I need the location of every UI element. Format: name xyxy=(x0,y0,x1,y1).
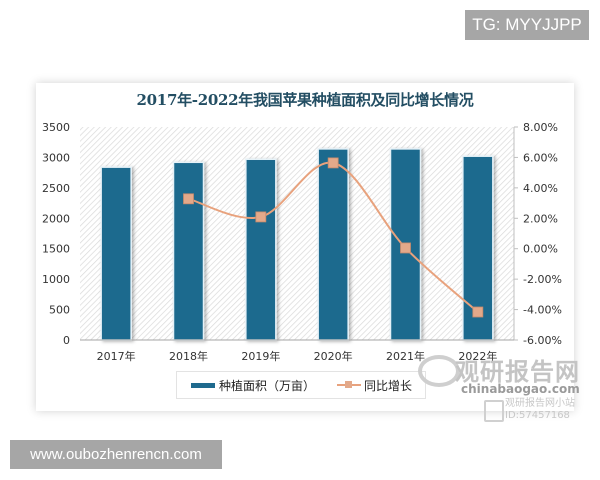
right-axis-tick: -4.00% xyxy=(523,304,562,317)
x-axis-tick: 2021年 xyxy=(386,349,425,363)
watermark-brand-cn: 观研报告网 xyxy=(455,358,580,386)
x-axis-tick: 2022年 xyxy=(458,349,497,363)
legend-bar-label: 种植面积（万亩） xyxy=(219,378,316,393)
chart-title: 2017年-2022年我国苹果种植面积及同比增长情况 xyxy=(136,91,474,109)
top-watermark-tag: TG: MYYJJPP xyxy=(465,10,589,40)
bar-swatch-icon xyxy=(191,382,215,388)
left-axis-tick: 3500 xyxy=(42,121,70,134)
left-axis-tick: 2000 xyxy=(42,212,70,225)
growth-marker xyxy=(255,211,267,223)
bar-2017年 xyxy=(100,166,132,341)
watermark-brand-en: chinabaogao.com xyxy=(461,382,580,396)
chart-plot: 0 500 1000 1500 2000 2500 3000 3500 -6.00% -4.00%… xyxy=(42,121,562,363)
x-axis-tick: 2018年 xyxy=(169,349,208,363)
bottom-watermark-tag: www.oubozhenrencn.com xyxy=(10,440,222,469)
growth-marker xyxy=(400,242,411,254)
left-axis-tick: 0 xyxy=(63,334,70,347)
right-axis-tick: -2.00% xyxy=(523,273,562,286)
right-axis-tick: 8.00% xyxy=(523,121,558,134)
growth-marker xyxy=(472,306,484,318)
chart-card: 2017年-2022年我国苹果种植面积及同比增长情况 0 500 1000 1500 2… xyxy=(36,83,574,411)
left-axis-tick: 500 xyxy=(49,304,70,317)
x-axis-tick: 2019年 xyxy=(241,349,280,363)
plot-background xyxy=(80,127,514,340)
growth-marker xyxy=(327,157,339,169)
right-axis-tick: -6.00% xyxy=(523,334,562,347)
legend-item-growth: 同比增长 xyxy=(337,377,412,394)
right-axis-tick: 6.00% xyxy=(523,151,558,164)
bar-2019年 xyxy=(245,158,277,341)
x-axis-tick: 2020年 xyxy=(314,349,353,363)
legend-item-area: 种植面积（万亩） xyxy=(191,377,315,394)
wechat-miniprogram-icon xyxy=(484,400,504,422)
x-axis-tick: 2017年 xyxy=(97,349,136,363)
right-axis-tick: 4.00% xyxy=(523,182,558,195)
left-axis-tick: 3000 xyxy=(42,151,70,164)
left-axis-tick: 2500 xyxy=(42,182,70,195)
left-axis-tick: 1000 xyxy=(42,273,70,286)
watermark-small: 观研报告网小站 ID:57457168 xyxy=(505,398,575,422)
left-axis-tick: 1500 xyxy=(42,243,70,256)
chart-legend: 种植面积（万亩） 同比增长 xyxy=(176,371,426,399)
right-axis-tick: 2.00% xyxy=(523,212,558,225)
line-marker-swatch-icon xyxy=(337,380,362,390)
watermark-logo-icon xyxy=(418,355,460,387)
legend-line-label: 同比增长 xyxy=(364,378,413,393)
bar-2018年 xyxy=(172,161,205,341)
watermark-small-line2: ID:57457168 xyxy=(505,410,570,421)
bar-2020年 xyxy=(317,148,349,341)
growth-marker xyxy=(183,193,194,205)
right-axis-tick: 0.00% xyxy=(523,243,558,256)
watermark-small-line1: 观研报告网小站 xyxy=(505,398,575,409)
